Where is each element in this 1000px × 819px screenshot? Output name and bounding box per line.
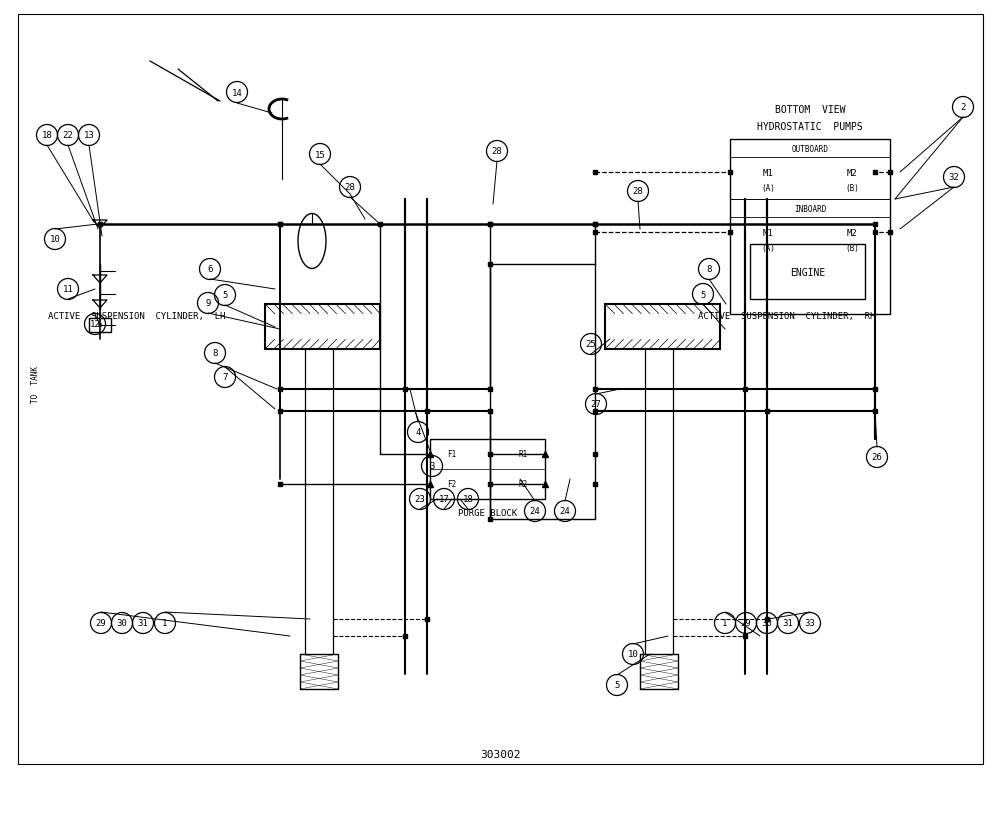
Text: 10: 10	[628, 649, 638, 658]
Bar	[430, 440, 545, 500]
Bar	[640, 654, 678, 689]
Text: 5: 5	[614, 681, 620, 690]
Text: 5: 5	[700, 290, 706, 299]
Text: 28: 28	[492, 147, 502, 156]
Text: 24: 24	[530, 507, 540, 516]
Text: 22: 22	[63, 131, 73, 140]
Text: 29: 29	[741, 618, 751, 627]
Text: 8: 8	[212, 349, 218, 358]
Bar	[605, 305, 720, 350]
Text: (B): (B)	[845, 183, 859, 192]
Text: 28: 28	[345, 183, 355, 192]
Bar	[750, 245, 865, 300]
Text: 30: 30	[762, 618, 772, 627]
Text: 33: 33	[805, 618, 815, 627]
Text: 8: 8	[706, 265, 712, 274]
Text: (B): (B)	[845, 243, 859, 252]
Text: TO  TANK: TO TANK	[30, 366, 40, 403]
Text: ACTIVE  SUSPENSION  CYLINDER,  LH: ACTIVE SUSPENSION CYLINDER, LH	[48, 312, 225, 321]
Text: 1: 1	[162, 618, 168, 627]
Text: 14: 14	[232, 88, 242, 97]
Bar	[89, 319, 111, 333]
Text: 13: 13	[84, 131, 94, 140]
Text: 18: 18	[463, 495, 473, 504]
Text: M2: M2	[847, 229, 857, 238]
Text: 24: 24	[560, 507, 570, 516]
Text: F1: F1	[447, 450, 457, 459]
Text: M: M	[98, 324, 102, 328]
Bar	[265, 305, 380, 350]
Bar	[300, 654, 338, 689]
Text: 9: 9	[205, 299, 211, 308]
Text: 303002: 303002	[480, 749, 520, 759]
Text: (A): (A)	[761, 243, 775, 252]
Text: 1: 1	[722, 618, 728, 627]
Bar	[730, 140, 890, 314]
Text: 27: 27	[591, 400, 601, 409]
Text: R2: R2	[518, 480, 528, 489]
Text: 10: 10	[50, 235, 60, 244]
Text: 12: 12	[90, 320, 100, 329]
Text: 31: 31	[138, 618, 148, 627]
Text: 29: 29	[96, 618, 106, 627]
Text: 31: 31	[783, 618, 793, 627]
Text: R1: R1	[518, 450, 528, 459]
Text: M1: M1	[763, 229, 773, 238]
Text: 23: 23	[415, 495, 425, 504]
Text: 4: 4	[415, 428, 421, 437]
Text: 28: 28	[633, 188, 643, 197]
Text: 26: 26	[872, 453, 882, 462]
Text: OUTBOARD: OUTBOARD	[792, 145, 828, 154]
Text: 2: 2	[960, 103, 966, 112]
Text: 25: 25	[586, 340, 596, 349]
Text: 11: 11	[63, 285, 73, 294]
Text: 18: 18	[42, 131, 52, 140]
Text: 17: 17	[439, 495, 449, 504]
Text: (A): (A)	[761, 183, 775, 192]
Text: M2: M2	[847, 168, 857, 177]
Text: BOTTOM  VIEW: BOTTOM VIEW	[775, 105, 845, 115]
Text: ENGINE: ENGINE	[790, 267, 825, 277]
Text: 32: 32	[949, 174, 959, 183]
Text: 30: 30	[117, 618, 127, 627]
Text: F2: F2	[447, 480, 457, 489]
Text: 15: 15	[315, 151, 325, 160]
Text: 3: 3	[429, 462, 435, 471]
Text: M1: M1	[763, 168, 773, 177]
Text: PURGE BLOCK: PURGE BLOCK	[458, 508, 517, 517]
Text: 7: 7	[222, 373, 228, 382]
Text: ACTIVE  SUSPENSION  CYLINDER,  RH: ACTIVE SUSPENSION CYLINDER, RH	[698, 312, 875, 321]
Text: 5: 5	[222, 291, 228, 300]
Text: HYDROSTATIC  PUMPS: HYDROSTATIC PUMPS	[757, 122, 863, 132]
Text: INBOARD: INBOARD	[794, 206, 826, 215]
Text: 6: 6	[207, 265, 213, 274]
